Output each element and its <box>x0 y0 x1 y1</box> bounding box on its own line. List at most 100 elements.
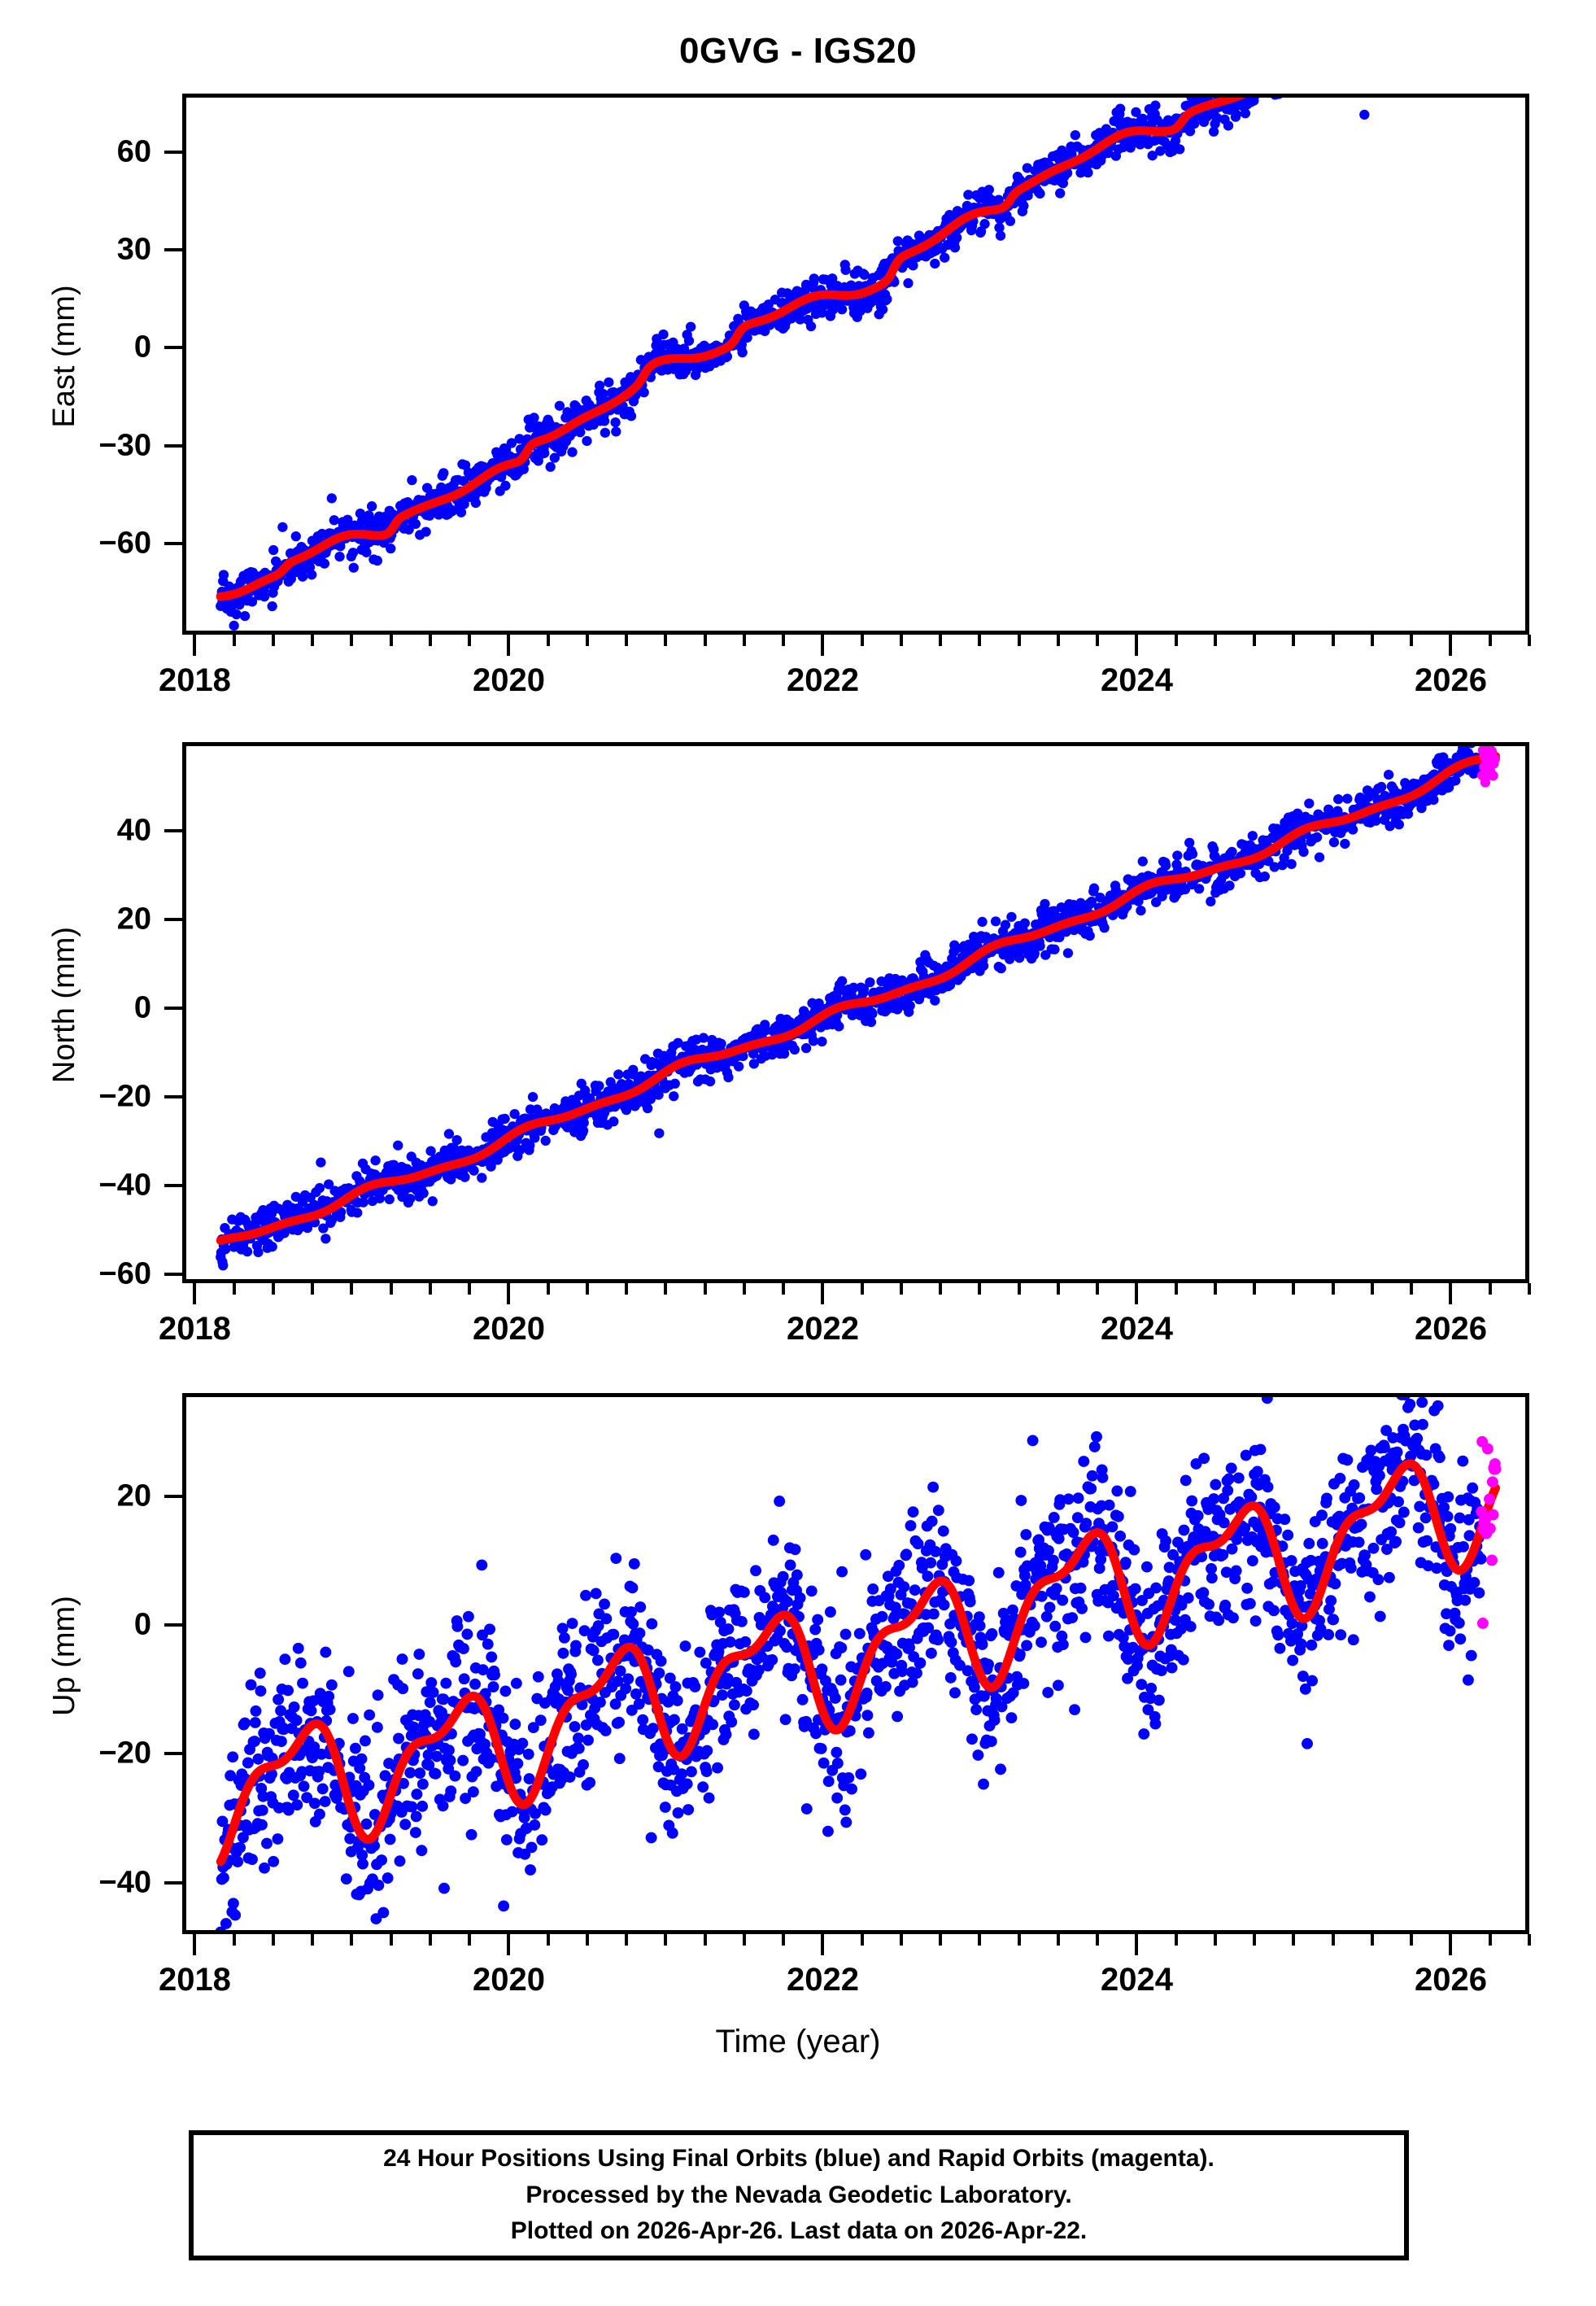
y-axis-title-north: North (mm) <box>47 926 81 1083</box>
x-tick-minor-up <box>350 1934 354 1946</box>
x-tick-minor-east <box>625 635 629 646</box>
x-tick-minor-east <box>1056 635 1060 646</box>
x-tick-minor-east <box>978 635 982 646</box>
y-tick-mark-north <box>164 918 182 922</box>
x-tick-major-north <box>1135 1283 1139 1304</box>
y-tick-label-up: 20 <box>116 1478 151 1513</box>
y-tick-label-up: −20 <box>98 1736 151 1771</box>
x-tick-minor-east <box>860 635 864 646</box>
x-tick-minor-east <box>1174 635 1178 646</box>
x-tick-label-up: 2020 <box>472 1962 545 1998</box>
x-tick-label-east: 2024 <box>1100 662 1173 698</box>
x-tick-minor-east <box>232 635 236 646</box>
y-tick-mark-up <box>164 1494 182 1498</box>
x-tick-minor-up <box>703 1934 707 1946</box>
y-tick-label-east: 0 <box>133 330 151 365</box>
y-tick-label-north: 40 <box>116 813 151 848</box>
x-tick-minor-east <box>585 635 589 646</box>
x-tick-minor-up <box>664 1934 668 1946</box>
y-tick-label-north: −60 <box>98 1256 151 1291</box>
x-tick-minor-north <box>1253 1283 1257 1295</box>
x-tick-minor-east <box>428 635 432 646</box>
x-tick-label-east: 2018 <box>158 662 231 698</box>
plot-panel-north <box>182 742 1529 1283</box>
x-tick-minor-north <box>1056 1283 1060 1295</box>
x-tick-major-north <box>821 1283 825 1304</box>
x-tick-minor-up <box>899 1934 903 1946</box>
x-tick-minor-east <box>664 635 668 646</box>
x-tick-minor-east <box>546 635 550 646</box>
x-tick-minor-north <box>311 1283 315 1295</box>
x-tick-minor-up <box>232 1934 236 1946</box>
x-tick-minor-east <box>1213 635 1217 646</box>
y-tick-mark-east <box>164 151 182 155</box>
x-tick-minor-north <box>1488 1283 1492 1295</box>
x-tick-label-east: 2026 <box>1414 662 1487 698</box>
x-tick-minor-up <box>1410 1934 1414 1946</box>
x-tick-minor-east <box>899 635 903 646</box>
x-tick-minor-east <box>468 635 472 646</box>
x-tick-minor-up <box>782 1934 786 1946</box>
x-tick-major-north <box>507 1283 511 1304</box>
y-tick-mark-east <box>164 346 182 350</box>
y-tick-mark-north <box>164 1273 182 1277</box>
x-tick-major-east <box>1449 635 1453 656</box>
y-tick-mark-east <box>164 248 182 252</box>
y-tick-label-up: −40 <box>98 1865 151 1900</box>
model-fit-line-east <box>216 98 1246 601</box>
x-tick-minor-north <box>939 1283 943 1295</box>
y-tick-label-north: 0 <box>133 990 151 1025</box>
plot-panel-up <box>182 1393 1529 1934</box>
x-tick-minor-east <box>1292 635 1296 646</box>
x-tick-minor-up <box>468 1934 472 1946</box>
y-tick-label-up: 0 <box>133 1607 151 1642</box>
final-orbit-points-east <box>216 98 1370 631</box>
x-tick-minor-north <box>1528 1283 1531 1295</box>
x-tick-major-up <box>1135 1934 1139 1955</box>
x-tick-minor-east <box>782 635 786 646</box>
x-tick-minor-up <box>1331 1934 1335 1946</box>
x-tick-label-up: 2026 <box>1414 1962 1487 1998</box>
x-tick-minor-east <box>1410 635 1414 646</box>
x-tick-minor-east <box>703 635 707 646</box>
x-tick-minor-east <box>389 635 393 646</box>
x-tick-minor-north <box>1017 1283 1021 1295</box>
x-axis-title: Time (year) <box>715 2024 881 2059</box>
x-tick-minor-up <box>311 1934 315 1946</box>
rapid-orbit-points-north <box>1476 746 1500 788</box>
x-tick-minor-north <box>389 1283 393 1295</box>
y-tick-mark-up <box>164 1623 182 1627</box>
y-tick-label-east: −60 <box>98 526 151 561</box>
x-tick-minor-east <box>311 635 315 646</box>
x-tick-minor-up <box>1528 1934 1531 1946</box>
x-tick-minor-north <box>664 1283 668 1295</box>
plot-frame-east <box>182 94 1529 635</box>
x-tick-minor-north <box>860 1283 864 1295</box>
model-fit-line-up <box>216 1459 1500 1867</box>
x-tick-label-north: 2022 <box>786 1311 859 1347</box>
plot-frame-up <box>182 1393 1529 1934</box>
plot-frame-north <box>182 742 1529 1283</box>
x-tick-minor-north <box>546 1283 550 1295</box>
x-tick-label-north: 2018 <box>158 1311 231 1347</box>
y-axis-title-up: Up (mm) <box>47 1595 81 1716</box>
x-tick-major-north <box>193 1283 197 1304</box>
x-tick-label-north: 2026 <box>1414 1311 1487 1347</box>
x-tick-minor-up <box>1017 1934 1021 1946</box>
x-tick-label-up: 2024 <box>1100 1962 1173 1998</box>
y-tick-label-east: −30 <box>98 428 151 463</box>
series-plot-up <box>215 1397 1502 1930</box>
series-plot-east <box>216 98 1370 631</box>
x-tick-minor-east <box>1017 635 1021 646</box>
x-tick-minor-north <box>1174 1283 1178 1295</box>
x-tick-minor-north <box>625 1283 629 1295</box>
x-tick-minor-north <box>1096 1283 1100 1295</box>
x-tick-label-east: 2022 <box>786 662 859 698</box>
x-tick-minor-north <box>585 1283 589 1295</box>
x-tick-minor-east <box>742 635 746 646</box>
x-tick-minor-north <box>1410 1283 1414 1295</box>
y-tick-label-east: 30 <box>116 232 151 267</box>
x-tick-major-east <box>821 635 825 656</box>
x-tick-minor-north <box>782 1283 786 1295</box>
x-tick-major-up <box>821 1934 825 1955</box>
